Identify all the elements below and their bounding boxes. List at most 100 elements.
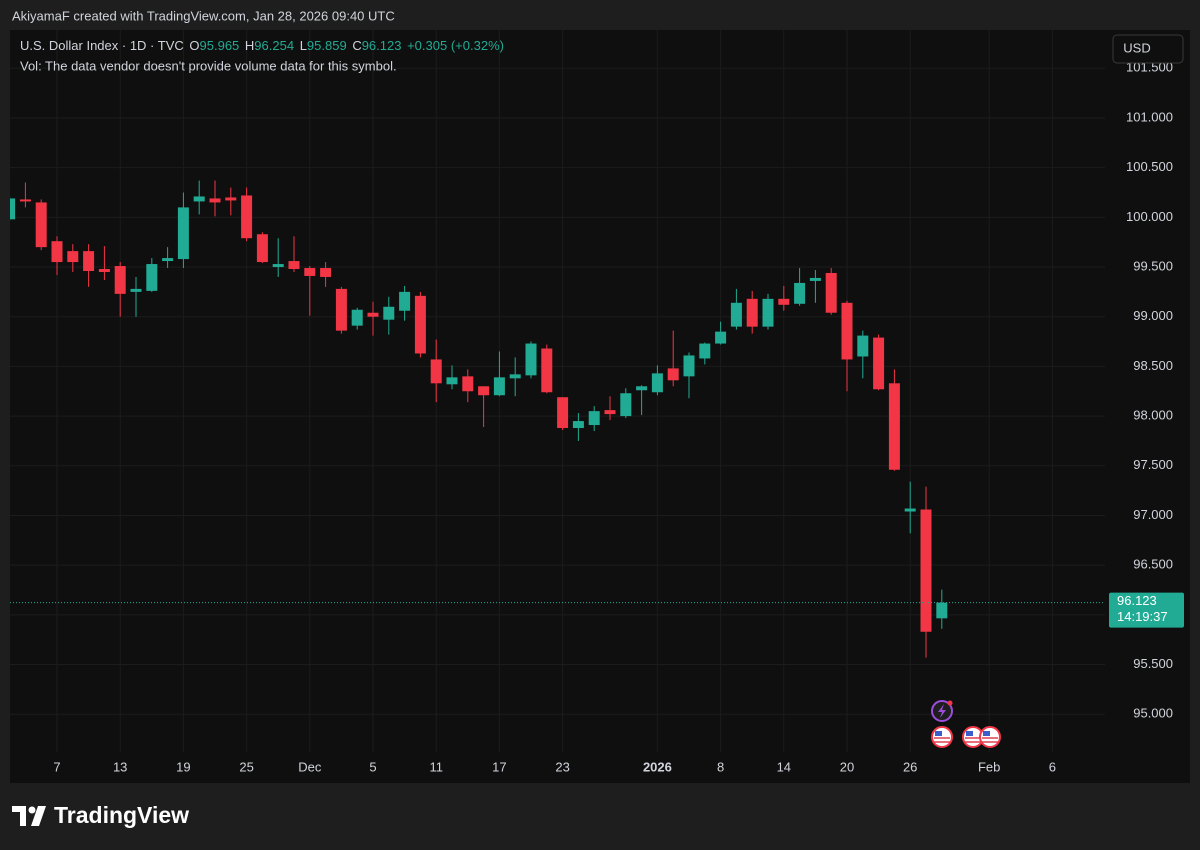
legend-row: U.S. Dollar Index · 1D · TVC O95.965 H96…	[20, 38, 504, 53]
candle-body	[130, 288, 142, 292]
plot	[10, 180, 1105, 658]
volume-note: Vol: The data vendor doesn't provide vol…	[20, 58, 397, 73]
symbol: U.S. Dollar Index · 1D · TVC	[20, 38, 184, 53]
x-tick-label: 6	[1049, 759, 1056, 774]
candle-body	[888, 383, 900, 470]
candle-body	[667, 368, 679, 381]
candle-body	[715, 331, 727, 344]
candle-body	[193, 196, 205, 202]
x-tick-label: 11	[429, 759, 443, 774]
event-icons	[931, 700, 1001, 748]
flag-canton	[983, 731, 990, 736]
candle-body	[272, 264, 284, 268]
ohlc-label: H	[245, 38, 254, 53]
y-tick-label: 101.000	[1126, 109, 1173, 124]
candle-body	[841, 302, 853, 360]
x-tick-label: 20	[840, 759, 854, 774]
candle-body	[304, 268, 316, 276]
candle-body	[604, 410, 616, 415]
x-tick-label: 7	[53, 759, 60, 774]
x-tick-label: 19	[176, 759, 190, 774]
x-tick-label: 2026	[643, 759, 672, 774]
candle-body	[904, 508, 916, 512]
candle-body	[462, 376, 474, 392]
candle-body	[51, 241, 63, 263]
candle-body	[557, 397, 569, 429]
flag-canton	[966, 731, 973, 736]
ohlc-value: 96.123	[362, 38, 402, 53]
candle-body	[857, 335, 869, 357]
ohlc-label: L	[300, 38, 307, 53]
candle-body	[146, 264, 158, 291]
candle-body	[746, 298, 758, 327]
candle-body	[335, 288, 347, 331]
x-tick-label: 26	[903, 759, 917, 774]
attribution: AkiyamaF created with TradingView.com, J…	[12, 8, 395, 23]
candle-body	[414, 295, 426, 354]
candle-body	[636, 386, 648, 391]
change-percent: (+0.32%)	[451, 38, 504, 53]
candle-body	[399, 291, 411, 311]
flag-icon[interactable]	[931, 726, 953, 748]
y-tick-label: 98.000	[1133, 408, 1173, 423]
ohlc-label: C	[352, 38, 361, 53]
x-tick-label: 17	[492, 759, 506, 774]
event-dot	[947, 700, 953, 706]
logo-mark	[12, 806, 26, 826]
candle-body	[351, 309, 363, 326]
candle-body	[620, 393, 632, 417]
ohlc-value: 95.859	[307, 38, 347, 53]
y-tick-label: 95.500	[1133, 656, 1173, 671]
candle-body	[525, 343, 537, 376]
y-tick-label: 96.500	[1133, 557, 1173, 572]
candle-body	[10, 198, 16, 220]
candle-body	[493, 377, 505, 396]
y-tick-label: 95.000	[1133, 706, 1173, 721]
candle-body	[209, 198, 221, 203]
flag-stripes	[934, 737, 998, 743]
candle-body	[873, 337, 885, 390]
candle-body	[19, 199, 31, 202]
flag-canton	[935, 731, 942, 736]
change: +0.305	[407, 38, 447, 53]
ohlc-value: 96.254	[254, 38, 294, 53]
candle-body	[430, 359, 442, 384]
candle-body	[177, 207, 189, 260]
ohlc-label: O	[189, 38, 199, 53]
candle-body	[572, 421, 584, 429]
x-tick-label: 5	[369, 759, 376, 774]
currency-button[interactable]	[1112, 34, 1184, 64]
y-tick-label: 99.500	[1133, 258, 1173, 273]
candle-body	[794, 282, 806, 304]
candle-body	[241, 195, 253, 239]
x-tick-label: Feb	[978, 759, 1000, 774]
candle-body	[509, 374, 521, 379]
candle-body	[825, 272, 837, 313]
logo-mark	[28, 806, 36, 814]
x-tick-label: 8	[717, 759, 724, 774]
candle-body	[541, 348, 553, 393]
ohlc-value: 95.965	[200, 38, 240, 53]
candle-body	[114, 266, 126, 294]
candle-body	[699, 343, 711, 359]
price-label-box	[1109, 592, 1184, 628]
x-tick-label: 13	[113, 759, 127, 774]
currency: USD	[1123, 40, 1150, 55]
candle-body	[651, 373, 663, 393]
chart-panel	[10, 30, 1190, 783]
candle-body	[67, 251, 79, 263]
x-tick-label: 23	[555, 759, 569, 774]
y-tick-label: 100.000	[1126, 209, 1173, 224]
y-tick-label: 97.000	[1133, 507, 1173, 522]
candle-body	[683, 355, 695, 377]
candle-body	[809, 277, 821, 281]
lightning	[938, 704, 946, 718]
brand: TradingView	[54, 802, 189, 828]
candle-body	[288, 261, 300, 270]
y-tick-label: 98.500	[1133, 358, 1173, 373]
candle-body	[225, 197, 237, 201]
flag-icon[interactable]	[979, 726, 1001, 748]
x-tick-label: 25	[239, 759, 253, 774]
candle-body	[762, 298, 774, 327]
